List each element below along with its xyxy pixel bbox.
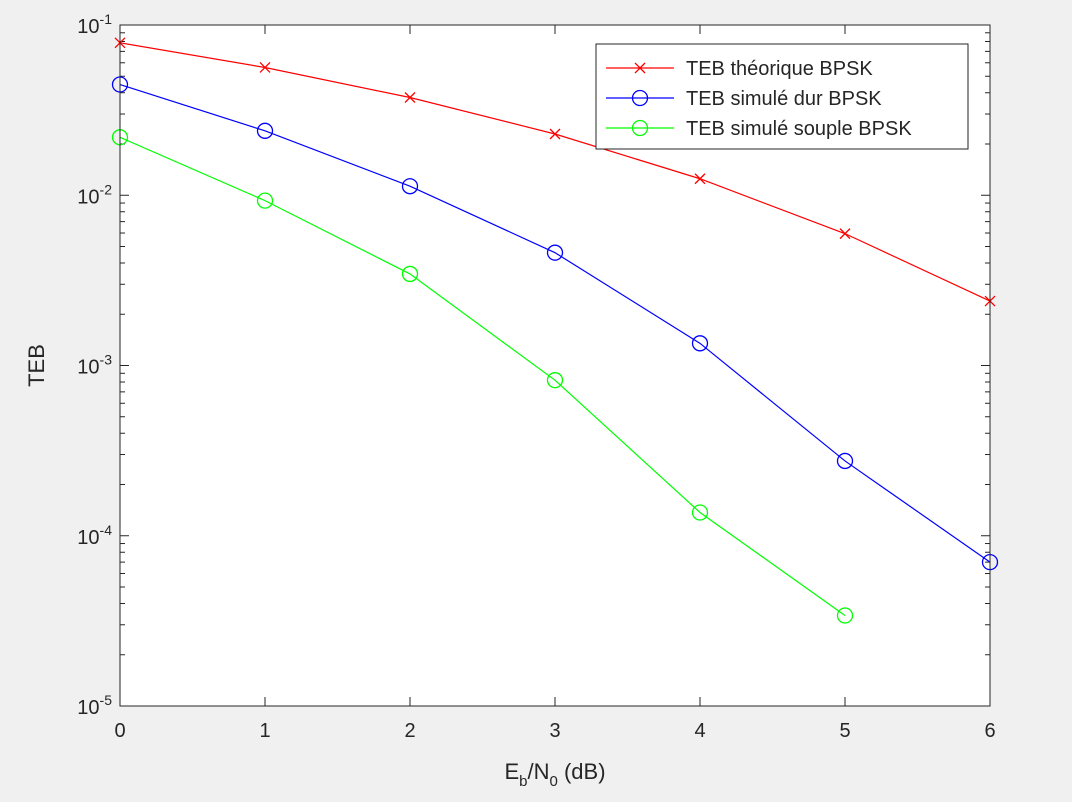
x-tick-label: 6 [984, 720, 995, 742]
y-tick-label: 10-4 [77, 522, 112, 549]
y-tick-label: 10-5 [77, 692, 112, 719]
y-tick-label: 10-2 [77, 181, 112, 208]
data-point [546, 244, 564, 261]
x-axis-label: Eb/N0 (dB) [504, 759, 605, 790]
data-point [836, 607, 854, 624]
data-point [401, 178, 419, 195]
x-tick-label: 3 [549, 720, 560, 742]
legend-label: TEB théorique BPSK [686, 58, 873, 80]
legend-marker [634, 62, 646, 74]
plot-frame [119, 24, 991, 707]
data-point [691, 335, 709, 352]
x-tick-label: 1 [259, 720, 270, 742]
data-point [694, 173, 706, 185]
data-point [404, 92, 416, 103]
x-tick-label: 4 [694, 720, 705, 742]
series-2 [111, 129, 854, 624]
legend-marker [631, 89, 649, 107]
data-point [549, 128, 561, 140]
data-point [259, 62, 271, 73]
data-point [839, 228, 851, 240]
legend: TEB théorique BPSK TEB simulé dur BPSK TEB… [595, 43, 969, 150]
data-point [401, 265, 419, 283]
data-point [691, 504, 709, 521]
x-tick-label: 2 [404, 720, 415, 742]
series-layer [111, 37, 999, 624]
x-tick-label: 0 [114, 720, 125, 742]
series-line [119, 136, 846, 617]
data-point [546, 372, 564, 389]
series-line [119, 83, 991, 563]
data-point [256, 192, 274, 209]
legend-box [595, 43, 969, 150]
legend-label: TEB simulé dur BPSK [686, 88, 882, 110]
x-tick-label: 5 [839, 720, 850, 742]
legend-label: TEB simulé souple BPSK [686, 118, 912, 140]
y-tick-label: 10-1 [77, 11, 112, 38]
data-point [836, 452, 854, 470]
y-tick-label: 10-3 [77, 352, 112, 379]
y-axis-label: TEB [24, 344, 49, 387]
legend-marker [631, 119, 649, 137]
axis-ticks: 0 1 2 3 4 5 6 10-5 10-4 10-3 10-2 10-1 [77, 11, 995, 742]
data-point [256, 122, 274, 139]
